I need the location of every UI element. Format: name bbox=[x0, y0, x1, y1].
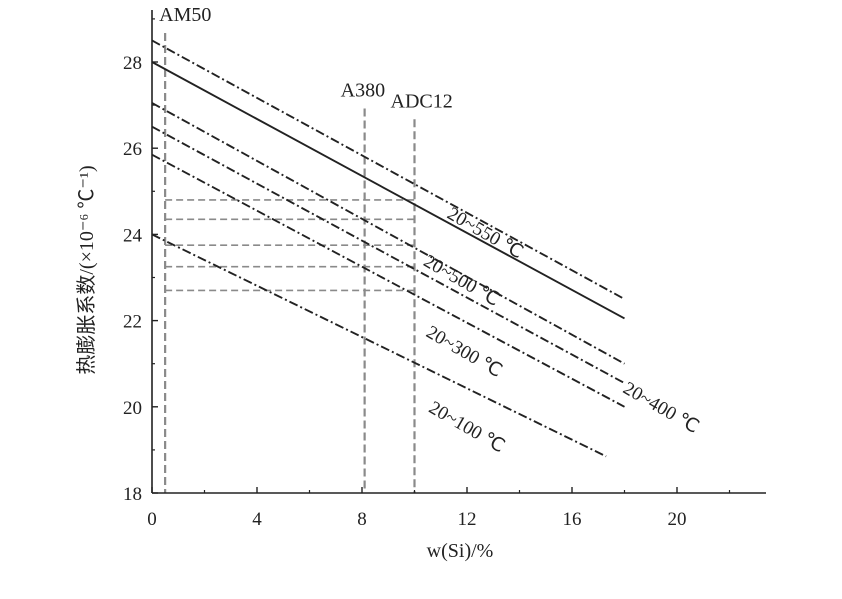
y-tick-label: 26 bbox=[123, 139, 142, 160]
alloy-label: A380 bbox=[341, 79, 385, 101]
alloy-label: AM50 bbox=[159, 4, 211, 26]
series-lines bbox=[151, 39, 625, 458]
alloy-label: ADC12 bbox=[391, 90, 453, 112]
y-tick-label: 18 bbox=[123, 484, 142, 505]
series-annotation: 20~300 ℃ bbox=[423, 322, 506, 382]
x-tick-label: 16 bbox=[563, 509, 582, 530]
series-line bbox=[151, 233, 607, 458]
y-tick-label: 24 bbox=[123, 225, 143, 246]
series-line bbox=[151, 102, 625, 365]
alloy-lines bbox=[164, 33, 416, 493]
series-line bbox=[151, 61, 625, 320]
y-tick-label: 22 bbox=[123, 312, 142, 333]
x-axis-title: w(Si)/% bbox=[427, 540, 494, 562]
y-tick-label: 28 bbox=[123, 53, 142, 74]
x-tick-label: 4 bbox=[252, 509, 262, 530]
series-annotation: 20~400 ℃ bbox=[619, 378, 702, 438]
series-line bbox=[151, 39, 625, 300]
series-annotation: 20~100 ℃ bbox=[425, 397, 508, 457]
x-tick-label: 0 bbox=[147, 509, 157, 530]
series-line bbox=[151, 125, 625, 384]
series-annotation: 20~550 ℃ bbox=[444, 203, 527, 263]
series-annotation: 20~500 ℃ bbox=[420, 251, 503, 311]
ticks bbox=[151, 18, 731, 494]
series-line bbox=[151, 153, 625, 408]
x-tick-label: 8 bbox=[357, 509, 367, 530]
axes bbox=[151, 10, 766, 494]
y-tick-label: 20 bbox=[123, 398, 142, 419]
y-axis-title: 热膨胀系数/(×10⁻⁶ ℃⁻¹) bbox=[75, 165, 98, 374]
x-tick-label: 20 bbox=[668, 509, 687, 530]
reference-lines bbox=[165, 199, 415, 292]
x-tick-label: 12 bbox=[458, 509, 477, 530]
